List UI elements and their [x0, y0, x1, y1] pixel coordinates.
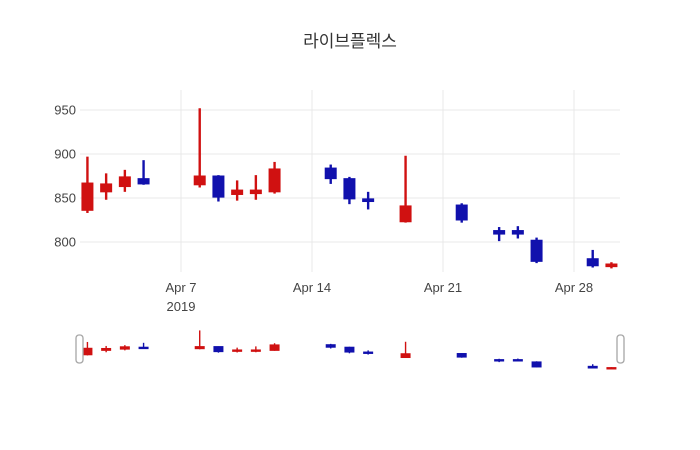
- candle-apr-29: [586, 249, 599, 268]
- candle-apr-3: [100, 173, 113, 200]
- candle-apr-25: [511, 226, 524, 239]
- rangeslider-right-handle[interactable]: [616, 334, 625, 364]
- candle-apr-12: [268, 161, 281, 194]
- rangeslider-left-handle[interactable]: [75, 334, 84, 364]
- x-axis-year-label: 2019: [167, 299, 196, 314]
- mini-candle-apr-19: [400, 341, 411, 359]
- candle-body: [119, 346, 130, 350]
- candle-apr-2: [81, 156, 94, 213]
- candle-body: [587, 365, 598, 369]
- x-axis-tick-label: Apr 28: [555, 280, 593, 295]
- mini-candle-apr-24: [494, 358, 505, 363]
- candle-body: [101, 347, 112, 351]
- candle-body: [249, 189, 262, 195]
- candle-body: [531, 361, 542, 368]
- mini-candle-apr-29: [587, 364, 598, 369]
- mini-candle-apr-16: [344, 346, 355, 354]
- candle-apr-11: [249, 175, 262, 200]
- candle-body: [269, 344, 280, 351]
- mini-candle-apr-11: [250, 346, 261, 353]
- candle-body: [455, 204, 468, 221]
- candle-body: [137, 178, 150, 185]
- candle-body: [493, 230, 506, 235]
- mini-candle-apr-3: [101, 345, 112, 353]
- candle-body: [193, 175, 206, 186]
- candle-apr-10: [231, 180, 244, 201]
- candle-body: [82, 347, 93, 356]
- candle-body: [511, 230, 524, 235]
- mini-candle-apr-26: [531, 361, 542, 368]
- mini-candle-apr-5: [138, 342, 149, 350]
- candle-body: [530, 239, 543, 262]
- candle-body: [400, 353, 411, 359]
- candle-body: [343, 178, 356, 200]
- mini-candle-apr-15: [325, 343, 336, 349]
- candle-apr-22: [455, 203, 468, 223]
- candle-body: [399, 205, 412, 223]
- mini-candle-apr-4: [119, 345, 130, 351]
- candle-body: [232, 349, 243, 352]
- chart-title: 라이브플렉스: [303, 32, 397, 51]
- candle-body: [586, 258, 599, 267]
- candle-body: [194, 346, 205, 350]
- x-axis-tick-label: Apr 21: [424, 280, 462, 295]
- candle-body: [118, 176, 131, 188]
- y-axis-tick-label: 950: [54, 103, 76, 118]
- candle-apr-8: [193, 108, 206, 188]
- candle-body: [250, 349, 261, 352]
- candle-body: [605, 263, 618, 268]
- x-axis-tick-label: Apr 14: [293, 280, 331, 295]
- candle-body: [363, 351, 374, 354]
- candle-body: [213, 346, 224, 353]
- candle-apr-26: [530, 237, 543, 264]
- candle-body: [138, 346, 149, 350]
- mini-candle-apr-17: [363, 350, 374, 355]
- candle-body: [81, 182, 94, 211]
- y-axis-tick-label: 850: [54, 191, 76, 206]
- candle-apr-4: [118, 169, 131, 192]
- mini-candle-apr-12: [269, 343, 280, 351]
- mini-candle-apr-22: [456, 353, 467, 358]
- y-axis-tick-label: 900: [54, 147, 76, 162]
- candle-body: [325, 344, 336, 348]
- candle-body: [100, 183, 113, 193]
- candle-body: [324, 167, 337, 180]
- candle-body: [456, 353, 467, 358]
- candle-apr-17: [362, 191, 375, 210]
- mini-candle-apr-8: [194, 330, 205, 350]
- candle-apr-24: [493, 227, 506, 242]
- candle-apr-16: [343, 176, 356, 205]
- candle-body: [231, 189, 244, 195]
- mini-candle-apr-30: [606, 367, 617, 370]
- candle-body: [268, 168, 281, 193]
- candle-apr-30: [605, 262, 618, 269]
- y-axis-tick-label: 800: [54, 235, 76, 250]
- mini-candle-apr-10: [232, 347, 243, 353]
- candle-apr-5: [137, 160, 150, 185]
- candle-apr-15: [324, 164, 337, 184]
- candle-body: [494, 359, 505, 362]
- mini-candle-apr-9: [213, 346, 224, 353]
- candle-apr-19: [399, 155, 412, 223]
- candle-body: [344, 346, 355, 353]
- mini-candle-apr-25: [512, 358, 523, 362]
- candle-body: [362, 198, 375, 203]
- candle-body: [606, 367, 617, 370]
- candle-apr-9: [212, 175, 225, 202]
- x-axis-tick-label: Apr 7: [165, 280, 196, 295]
- candle-body: [212, 175, 225, 198]
- candle-body: [512, 359, 523, 362]
